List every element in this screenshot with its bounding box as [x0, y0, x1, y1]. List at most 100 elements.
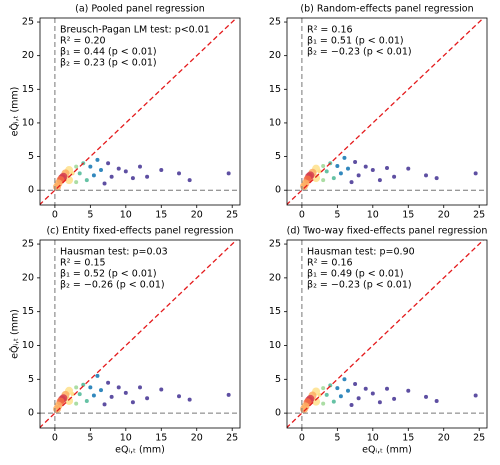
x-tick-label: 15	[402, 433, 414, 444]
x-tick-label: 10	[120, 210, 132, 221]
x-tick-label: 5	[87, 433, 93, 444]
y-tick-label: 0	[28, 185, 34, 196]
y-tick-label: 5	[275, 151, 281, 162]
point	[331, 176, 336, 181]
axes-frame	[39, 239, 241, 429]
x-tick-label: 10	[120, 433, 132, 444]
annotation: R² = 0.16	[307, 25, 353, 36]
point	[81, 382, 86, 387]
annotation: R² = 0.16	[307, 258, 353, 269]
point	[424, 173, 429, 178]
point	[187, 178, 192, 183]
point	[159, 387, 164, 392]
panel: 0 5 10 15 20 25 0 5 10 15 20 25 (b) Random-effects p…	[269, 4, 488, 221]
x-tick-label: 25	[473, 433, 485, 444]
point	[95, 157, 100, 162]
y-tick-label: 20	[269, 50, 281, 61]
annotation: β₁ = 0.52 (p < 0.01)	[60, 269, 157, 280]
point	[424, 394, 429, 399]
plot-area	[40, 240, 240, 428]
x-tick-label: 20	[438, 210, 450, 221]
axes-frame	[286, 17, 488, 206]
point	[349, 180, 354, 185]
point	[77, 392, 82, 397]
point	[102, 181, 107, 186]
point	[106, 380, 111, 385]
point	[349, 403, 354, 408]
point	[406, 388, 411, 393]
point	[342, 377, 347, 382]
point	[91, 173, 96, 178]
y-tick-label: 5	[275, 374, 281, 385]
y-tick-label: 10	[22, 340, 34, 351]
y-tick-label: 25	[22, 17, 34, 28]
point	[109, 174, 114, 179]
axes-frame	[39, 17, 241, 206]
x-tick-label: 20	[191, 433, 203, 444]
point	[98, 388, 103, 393]
plot-area	[40, 18, 240, 205]
point	[321, 401, 326, 406]
y-tick-label: 0	[275, 408, 281, 419]
y-tick-label: 25	[269, 239, 281, 250]
point	[74, 401, 79, 406]
point	[138, 385, 142, 390]
x-tick-label: 15	[155, 210, 167, 221]
point	[342, 155, 347, 160]
y-tick-label: 0	[275, 185, 281, 196]
x-tick-label: 0	[52, 210, 58, 221]
annotation: β₂ = −0.23 (p < 0.01)	[307, 280, 412, 291]
point	[123, 390, 128, 395]
annotation: R² = 0.15	[60, 258, 106, 269]
annotation: β₁ = 0.44 (p < 0.01)	[60, 47, 157, 58]
point	[345, 166, 350, 171]
point	[145, 396, 150, 401]
point	[88, 164, 93, 169]
point	[356, 173, 361, 178]
point	[106, 161, 111, 166]
point	[130, 400, 135, 405]
panel: 0 5 10 15 20 25 0 5 10 15 20 25 (d) Two-way fixed-ef…	[269, 226, 488, 456]
annotation: β₂ = 0.23 (p < 0.01)	[60, 58, 157, 69]
y-tick-label: 25	[22, 239, 34, 250]
point	[331, 399, 336, 404]
point	[74, 180, 79, 185]
y-tick-label: 20	[22, 272, 34, 283]
x-tick-label: 15	[402, 210, 414, 221]
point	[370, 391, 375, 396]
y-tick-label: 15	[269, 306, 281, 317]
point	[109, 394, 114, 399]
point	[53, 182, 62, 191]
point	[145, 174, 150, 179]
panel-title: (d) Two-way fixed-effects panel regressi…	[287, 226, 488, 237]
y-tick-label: 25	[269, 17, 281, 28]
point	[370, 168, 375, 173]
y-tick-label: 5	[28, 374, 34, 385]
point	[335, 386, 340, 391]
one-to-one-line	[40, 18, 238, 205]
point	[138, 164, 142, 169]
x-tick-label: 10	[367, 433, 379, 444]
y-tick-label: 15	[22, 306, 34, 317]
point	[116, 385, 121, 390]
point	[177, 171, 182, 176]
x-tick-label: 20	[191, 210, 203, 221]
y-axis-label: eQ̂ᵢ,ₜ (mm)	[9, 309, 21, 359]
point	[187, 397, 192, 402]
annotation: Hausman test: p=0.90	[307, 247, 415, 258]
point	[91, 393, 96, 398]
panel: 0 5 10 15 20 25 0 5 10 15 20 25 (a) Pooled panel reg…	[9, 4, 241, 221]
point	[473, 171, 478, 176]
point	[434, 398, 439, 403]
point	[335, 163, 340, 168]
point	[377, 178, 382, 183]
point	[102, 402, 107, 407]
point	[353, 159, 358, 164]
point	[324, 392, 329, 397]
point	[434, 176, 439, 181]
x-tick-label: 15	[155, 433, 167, 444]
point	[363, 386, 368, 391]
y-tick-label: 15	[269, 84, 281, 95]
point	[226, 392, 231, 397]
